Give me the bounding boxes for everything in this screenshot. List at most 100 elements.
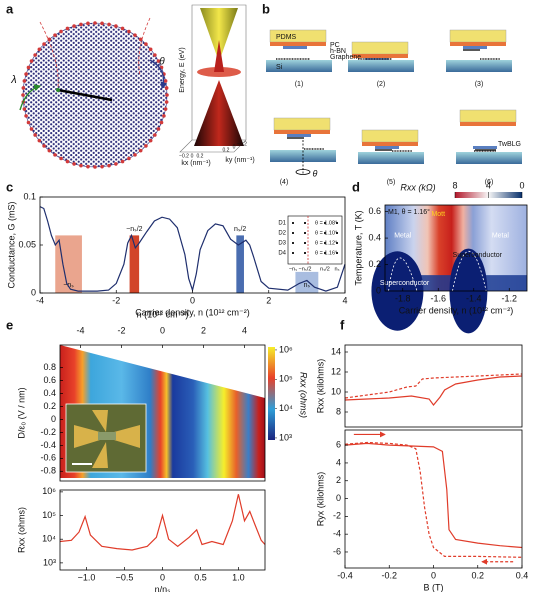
pdms	[459, 109, 517, 123]
y-tick-label: 0.1	[23, 191, 36, 201]
x-axis-label: B (T)	[424, 582, 444, 592]
y-axis-label: D/ε₀ (V / nm)	[16, 387, 26, 438]
edge-atom	[53, 33, 57, 37]
edge-atom	[29, 59, 34, 63]
data-line	[344, 441, 523, 558]
y-tick-label: 10	[331, 386, 341, 396]
theta-label: θ	[159, 57, 165, 68]
x-axis-label: Carrier density, n (10¹² cm⁻²)	[399, 305, 514, 315]
y-axis-label: Rxx (kilohms)	[315, 359, 325, 414]
region-label: −nₛ	[63, 282, 74, 289]
edge-atom	[24, 72, 28, 76]
inset-angle: θ = 1.16°	[315, 250, 337, 256]
inset-angle: θ = 1.10°	[315, 230, 337, 236]
edge-atom	[65, 26, 70, 31]
annotation: Metal	[394, 232, 412, 239]
axis-label: ky (nm⁻¹)	[225, 157, 254, 164]
y-tick-label: 12	[331, 366, 341, 376]
data-line	[344, 373, 523, 399]
y-tick-label: -2	[333, 511, 341, 521]
edge-atom	[159, 120, 164, 125]
tick-label: −0.2	[237, 141, 247, 147]
x-tick-label: -2	[117, 325, 125, 335]
edge-atom	[65, 159, 70, 164]
layer-label: h-BN	[330, 48, 346, 55]
flat-band-peak	[214, 40, 224, 72]
y-tick-label: 2	[336, 475, 341, 485]
y-tick-label: 10⁴	[42, 534, 56, 544]
upper-band	[200, 8, 238, 62]
colorbar-tick-label: 10³	[279, 432, 292, 442]
colorbar-tick-label: 10⁶	[279, 344, 293, 354]
x-tick-label: -0.4	[337, 570, 353, 580]
edge-atom	[163, 107, 168, 111]
x-tick-label: −0.5	[116, 572, 134, 582]
colorbar-tick-label: 4	[486, 180, 491, 190]
y-tick-label: 0.8	[43, 362, 56, 372]
edge-atom	[24, 114, 28, 118]
tick-label: 0.2	[197, 153, 204, 159]
y-tick-label: -6	[333, 546, 341, 556]
edge-atom	[47, 148, 52, 153]
panel-label: a	[6, 1, 14, 16]
inset-dot	[324, 222, 326, 224]
colorbar-label: Rxx (ohms)	[299, 372, 309, 418]
x-tick-label: 0	[160, 572, 165, 582]
inset-x-label: −nₛ/2	[299, 266, 312, 272]
y-axis-label: Ryx (kilohms)	[315, 472, 325, 527]
inset-dot	[292, 232, 294, 234]
density-region	[129, 235, 140, 293]
region-label: nₛ	[304, 282, 311, 289]
tick-label: 0	[233, 144, 236, 150]
edge-atom	[33, 133, 37, 137]
y-tick-label: 0	[336, 493, 341, 503]
x-axis-label: Carrier density, n (10¹² cm⁻²)	[135, 307, 250, 317]
edge-atom	[144, 42, 148, 46]
si-substrate	[266, 60, 332, 72]
device-contacts	[74, 410, 140, 468]
y-tick-label: 0.6	[43, 375, 56, 385]
region-label: −nₛ/2	[126, 226, 143, 233]
edge-atom	[156, 127, 161, 131]
y-tick-label: 0.05	[18, 239, 36, 249]
annotation: Metal	[492, 232, 510, 239]
y-axis-label: Conductance, G (mS)	[6, 201, 16, 288]
y-tick-label: 6	[336, 440, 341, 450]
plot-frame	[59, 489, 266, 571]
colorbar	[268, 347, 275, 440]
inset-row-label: D1	[278, 221, 286, 227]
edge-atom	[114, 24, 118, 28]
inset-dot	[336, 232, 338, 234]
panel-label: d	[352, 179, 360, 194]
step-label: (5)	[387, 179, 396, 186]
y-tick-label: 0	[51, 414, 56, 424]
pc	[274, 130, 330, 134]
x-tick-label: -2	[112, 295, 120, 305]
edge-atom	[59, 29, 63, 34]
x-tick-label: 0.5	[194, 572, 207, 582]
x-tick-label: 1.0	[232, 572, 245, 582]
annotation: M1, θ = 1.16°	[388, 208, 430, 216]
edge-atom	[138, 37, 143, 42]
annotation: Superconductor	[453, 252, 503, 259]
tick-label: 0.2	[223, 147, 230, 153]
si-substrate	[348, 60, 414, 72]
colorbar-tick-label: 10⁵	[279, 374, 293, 384]
x-tick-label: -4	[36, 295, 44, 305]
plot-frame	[344, 344, 523, 428]
pdms	[351, 41, 409, 55]
inset-dot	[304, 232, 306, 234]
edge-atom	[26, 120, 31, 125]
step-label: (2)	[377, 81, 386, 88]
y-tick-label: 4	[336, 457, 341, 467]
panel-label: f	[340, 317, 345, 332]
edge-atom	[144, 144, 148, 148]
y-tick-label: 10⁵	[42, 510, 56, 520]
edge-atom	[162, 114, 166, 118]
edge-atom	[79, 163, 83, 168]
edge-atom	[107, 22, 111, 27]
pdms	[273, 117, 331, 131]
tick-label: 0	[191, 153, 194, 159]
layer-label: Si	[276, 64, 283, 71]
step-label: (4)	[280, 179, 289, 186]
